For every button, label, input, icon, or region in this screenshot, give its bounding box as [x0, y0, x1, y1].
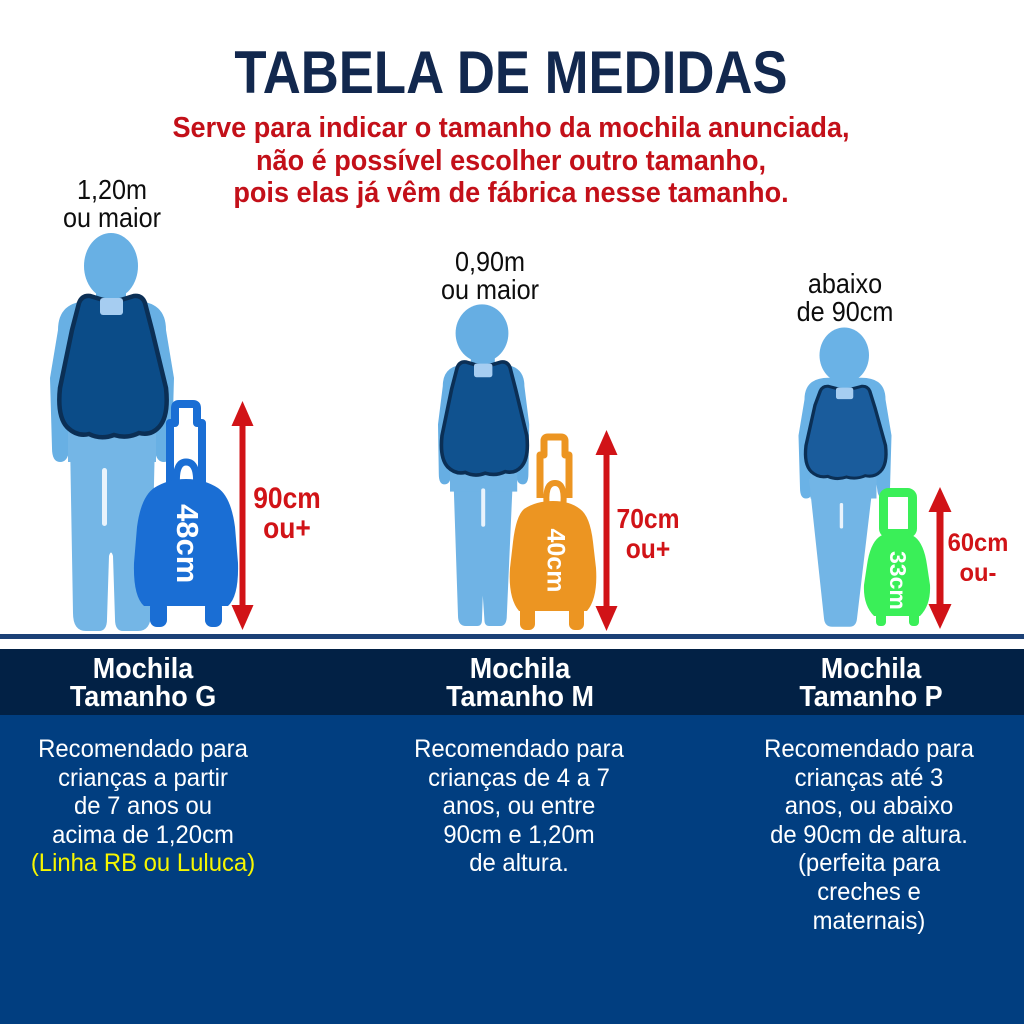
svg-text:48cm: 48cm — [170, 504, 205, 583]
svg-text:40cm: 40cm — [542, 529, 570, 593]
svg-text:33cm: 33cm — [885, 551, 911, 610]
